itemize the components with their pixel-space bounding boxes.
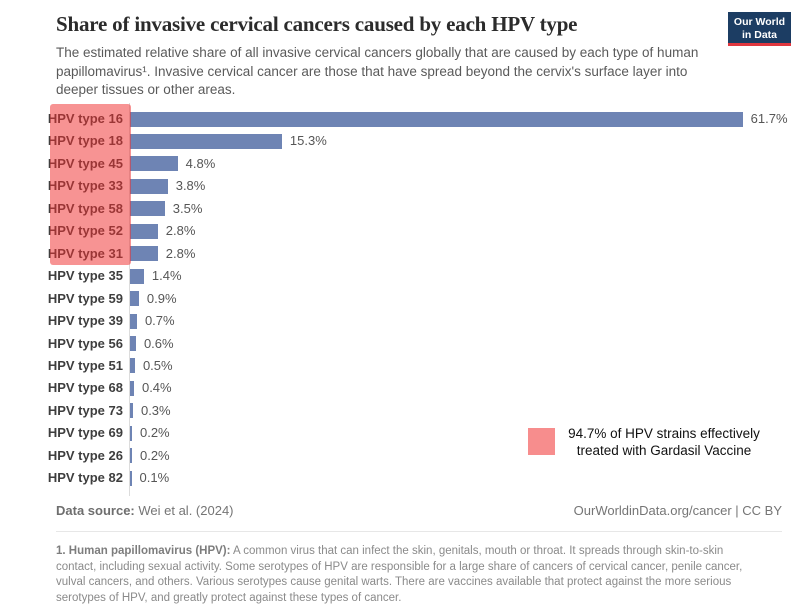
bar <box>130 111 743 127</box>
legend-label: 94.7% of HPV strains effectively treated… <box>568 426 760 459</box>
gardasil-legend: 94.7% of HPV strains effectively treated… <box>528 426 760 459</box>
chart-subtitle: The estimated relative share of all inva… <box>56 45 699 97</box>
page-title: Share of invasive cervical cancers cause… <box>56 12 578 36</box>
bar-value-label: 0.3% <box>140 402 171 418</box>
bar-value-label: 0.6% <box>143 335 174 351</box>
bar-value-label: 0.9% <box>146 290 177 306</box>
footnote-term: 1. Human papillomavirus (HPV): <box>56 545 231 557</box>
bar <box>130 403 133 419</box>
bar <box>130 156 178 172</box>
bar-category-label: HPV type 39 <box>47 313 123 329</box>
bar <box>130 223 158 239</box>
y-axis-line <box>129 103 130 496</box>
data-source: Data source: Wei et al. (2024) <box>56 503 234 518</box>
owid-url-link[interactable]: OurWorldinData.org/cancer <box>573 503 732 518</box>
bar-category-label: HPV type 82 <box>47 470 123 486</box>
bar <box>130 425 132 441</box>
bar-category-label: HPV type 59 <box>47 290 123 306</box>
bar-value-label: 0.2% <box>139 425 170 441</box>
bar <box>130 470 132 486</box>
bar-category-label: HPV type 69 <box>47 425 123 441</box>
bar <box>130 380 134 396</box>
legend-label-line1: 94.7% of HPV strains effectively <box>568 426 760 441</box>
legend-swatch-pink <box>528 428 555 455</box>
bar <box>130 178 168 194</box>
bar-chart: HPV type 1661.7%HPV type 1815.3%HPV type… <box>0 100 800 500</box>
bar <box>130 246 158 262</box>
source-row: Data source: Wei et al. (2024) OurWorldi… <box>56 503 782 518</box>
footer-divider <box>56 531 782 532</box>
bar-value-label: 0.1% <box>139 470 170 486</box>
bar <box>130 448 132 464</box>
bar-category-label: HPV type 68 <box>47 380 123 396</box>
bar-value-label: 0.7% <box>144 313 175 329</box>
bar-value-label: 3.5% <box>172 200 203 216</box>
bar-value-label: 0.4% <box>141 380 172 396</box>
bar <box>130 358 135 374</box>
bar-value-label: 2.8% <box>165 223 196 239</box>
bar-value-label: 61.7% <box>750 111 788 126</box>
owid-logo-line1: Our World <box>733 16 786 28</box>
bar-value-label: 0.2% <box>139 447 170 463</box>
bar-category-label: HPV type 73 <box>47 402 123 418</box>
bar <box>130 336 136 351</box>
bar <box>130 133 282 149</box>
bar-value-label: 2.8% <box>165 245 196 261</box>
bar <box>130 313 137 329</box>
bar <box>130 291 139 307</box>
bar-category-label: HPV type 56 <box>47 335 123 351</box>
bar <box>130 268 144 284</box>
owid-logo[interactable]: Our World in Data <box>728 12 791 46</box>
footnote-text: A common virus that can infect the skin,… <box>56 545 743 604</box>
bar-value-label: 0.5% <box>142 357 173 373</box>
owid-logo-line2: in Data <box>741 28 777 41</box>
license-label: CC BY <box>742 503 782 518</box>
data-source-label: Data source: <box>56 503 135 518</box>
bar-value-label: 4.8% <box>185 155 216 171</box>
legend-label-line2: treated with Gardasil Vaccine <box>576 442 752 458</box>
bar-value-label: 1.4% <box>151 268 182 284</box>
bar-category-label: HPV type 35 <box>47 268 123 284</box>
attribution: OurWorldinData.org/cancer | CC BY <box>574 503 782 518</box>
bar-value-label: 15.3% <box>289 133 327 149</box>
bar-category-label: HPV type 26 <box>47 447 123 463</box>
bar-category-label: HPV type 51 <box>47 357 123 373</box>
attribution-separator: | <box>731 503 743 518</box>
bar <box>130 201 165 217</box>
footnote: 1. Human papillomavirus (HPV): A common … <box>56 544 764 606</box>
bar-value-label: 3.8% <box>175 178 206 194</box>
gardasil-highlight-box <box>50 104 131 265</box>
data-source-value: Wei et al. (2024) <box>134 503 234 518</box>
